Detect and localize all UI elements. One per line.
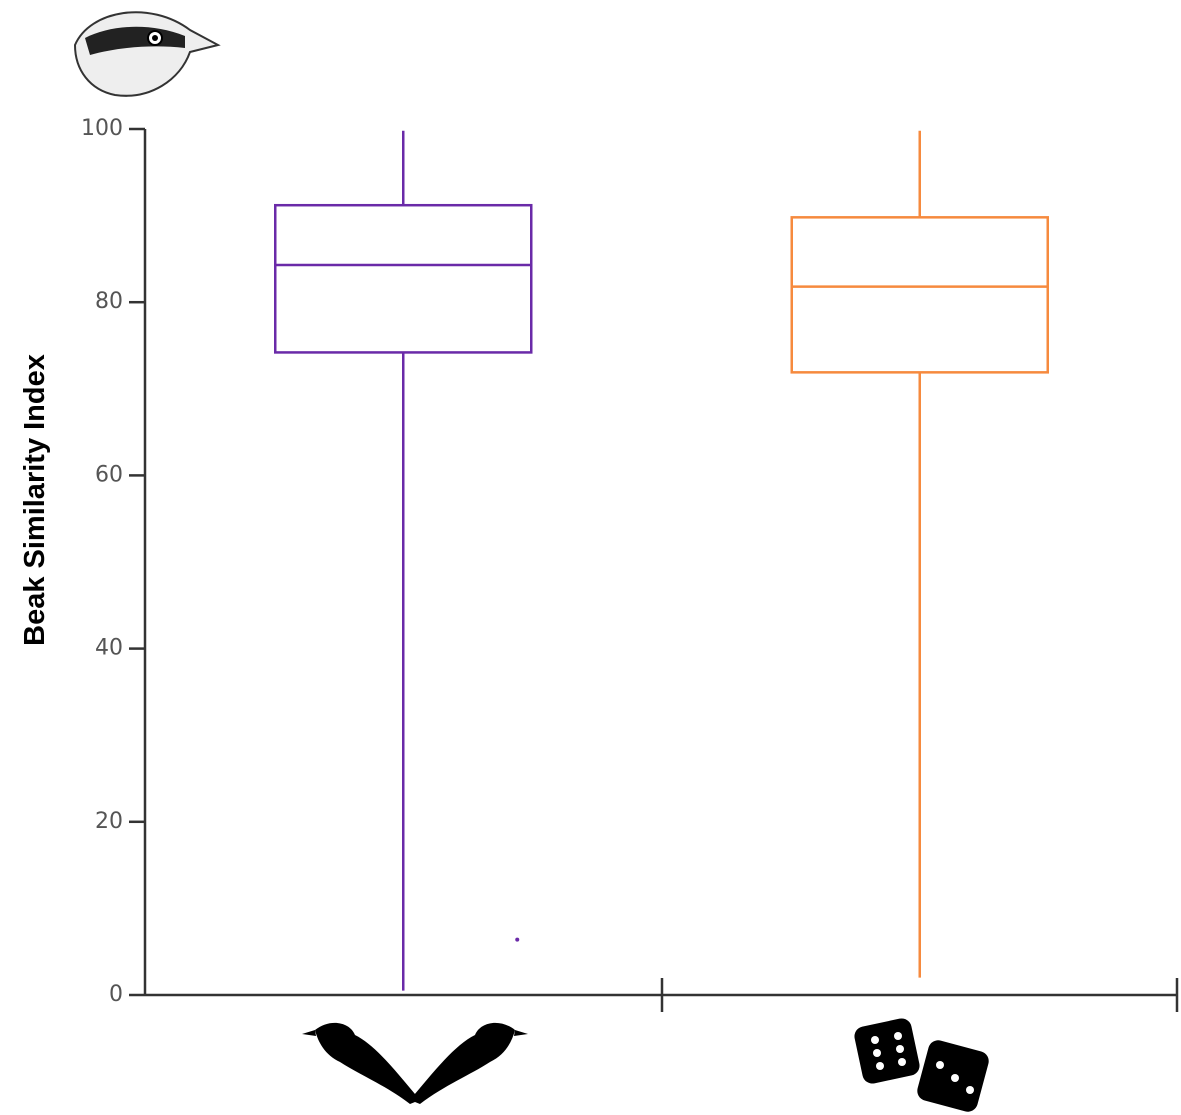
- y-axis-title: Beak Similarity Index: [19, 354, 51, 646]
- outlier: [515, 938, 519, 942]
- y-tick-label: 20: [95, 809, 123, 834]
- y-tick-label: 40: [95, 636, 123, 661]
- y-tick-label: 80: [95, 289, 123, 314]
- chart: Beak Similarity Index 0 20 40 60 80 100: [0, 0, 1181, 1115]
- bird-head-icon: [75, 12, 218, 96]
- box: [275, 205, 531, 352]
- y-tick-label: 100: [81, 116, 123, 141]
- box: [792, 217, 1048, 372]
- dice-icon: [853, 1017, 991, 1114]
- birds-icon: [302, 1023, 528, 1104]
- y-tick-label: 60: [95, 462, 123, 487]
- y-tick-label: 0: [109, 982, 123, 1007]
